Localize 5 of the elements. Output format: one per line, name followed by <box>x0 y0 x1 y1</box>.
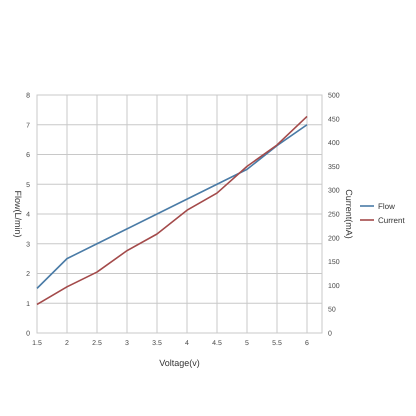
y2-axis-title: Current(mA) <box>344 189 354 239</box>
y-axis-title: Flow(L/min) <box>13 190 23 238</box>
legend-label: Current <box>378 216 406 225</box>
legend-label: Flow <box>378 202 396 211</box>
x-axis-title: Voltage(v) <box>159 358 200 368</box>
